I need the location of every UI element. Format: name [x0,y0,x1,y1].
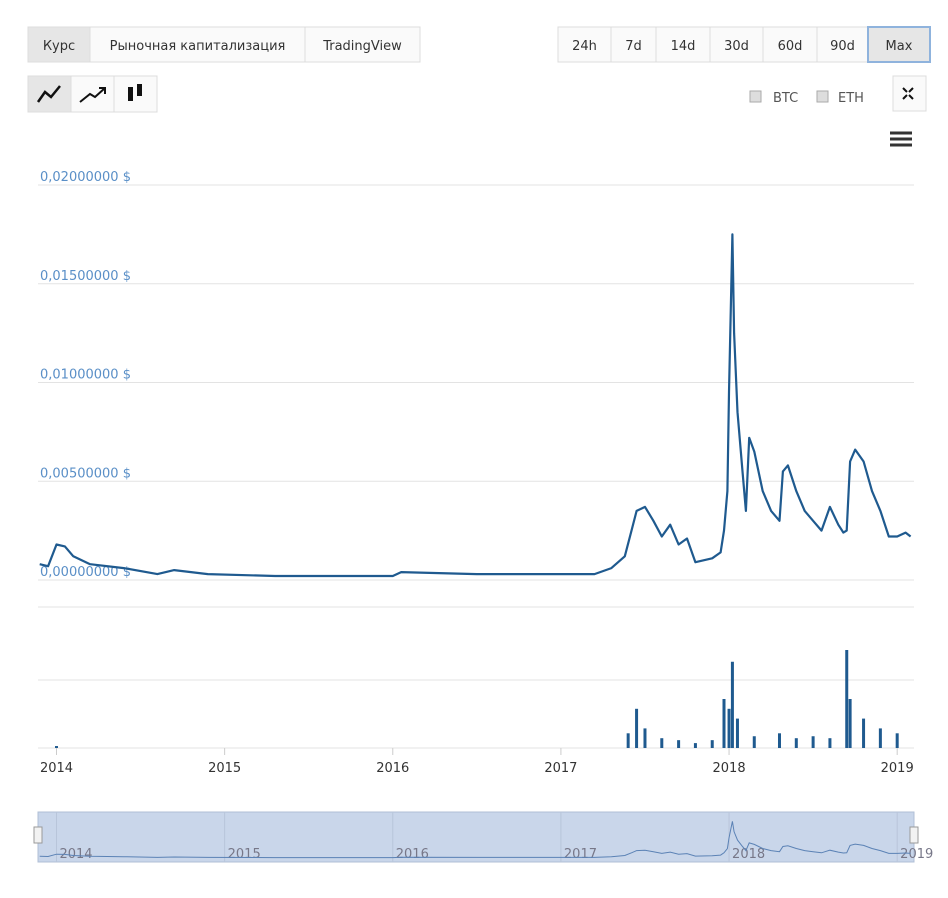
volume-bar [54,746,58,748]
navigator-label: 2015 [228,847,261,862]
navigator-label: 2014 [59,847,92,862]
chart-type-button[interactable] [27,75,72,113]
volume-bar [660,738,664,748]
range-label[interactable]: 24h [572,39,597,54]
range-button[interactable] [610,26,657,63]
range-label[interactable]: 90d [830,39,855,54]
chart-type-button[interactable] [113,75,158,113]
volume-bar [878,728,882,748]
fullscreen-button[interactable] [892,75,927,112]
range-label[interactable]: 7d [625,39,642,54]
tab-label[interactable]: Рыночная капитализация [110,39,286,54]
line-icon [36,85,61,103]
volume-bar [752,736,756,748]
range-button[interactable] [655,26,711,63]
menu-icon[interactable] [890,131,912,147]
volume-bar [848,699,852,748]
tab[interactable] [27,26,91,63]
range-button[interactable] [709,26,764,63]
volume-bar [862,718,866,748]
trend-icon [79,87,106,103]
navigator-handle[interactable] [33,826,43,844]
volume-bar [677,740,681,748]
volume-bar [693,743,697,748]
navigator-label: 2016 [396,847,429,862]
range-label[interactable]: 60d [778,39,803,54]
range-button[interactable] [867,26,931,63]
volume-bar [722,699,726,748]
chart-type-button[interactable] [70,75,115,113]
range-label[interactable]: 30d [724,39,749,54]
navigator-label: 2019 [900,847,933,862]
volume-bar [828,738,832,748]
tab[interactable] [89,26,306,63]
volume-bar [845,650,849,748]
navigator-line [39,821,911,859]
tab[interactable] [304,26,421,63]
x-tick-label: 2014 [40,761,73,776]
navigator[interactable] [37,811,915,863]
toggle-label[interactable]: ETH [838,91,864,106]
x-tick-label: 2019 [881,761,914,776]
volume-bar [635,708,639,748]
navigator-label: 2018 [732,847,765,862]
y-tick-label: 0,02000000 $ [40,170,131,185]
range-label[interactable]: 14d [671,39,696,54]
y-tick-label: 0,00000000 $ [40,565,131,580]
y-tick-label: 0,00500000 $ [40,466,131,481]
x-tick-label: 2016 [376,761,409,776]
volume-bar [727,708,731,748]
volume-bar [735,718,739,748]
y-tick-label: 0,01500000 $ [40,269,131,284]
price-line [39,233,912,578]
navigator-label: 2017 [564,847,597,862]
navigator-handle[interactable] [909,826,919,844]
volume-bar [626,733,630,748]
volume-bar [777,733,781,748]
x-tick-label: 2017 [544,761,577,776]
volume-bar [794,738,798,748]
toggle-box[interactable] [816,90,829,103]
volume-bar [643,728,647,748]
volume-bar [710,740,714,748]
x-tick-label: 2015 [208,761,241,776]
y-tick-label: 0,01000000 $ [40,368,131,383]
range-button[interactable] [762,26,818,63]
range-label[interactable]: Max [886,39,913,54]
volume-bar [730,661,734,748]
toggle-label[interactable]: BTC [773,91,798,106]
x-tick-label: 2018 [713,761,746,776]
toggle-box[interactable] [749,90,762,103]
volume-bar [895,733,899,748]
volume-bar [811,736,815,748]
range-button[interactable] [816,26,869,63]
tab-label[interactable]: Курс [43,39,75,54]
fullscreen-icon [902,87,914,100]
tab-label[interactable]: TradingView [322,39,402,54]
candle-icon [128,84,142,101]
